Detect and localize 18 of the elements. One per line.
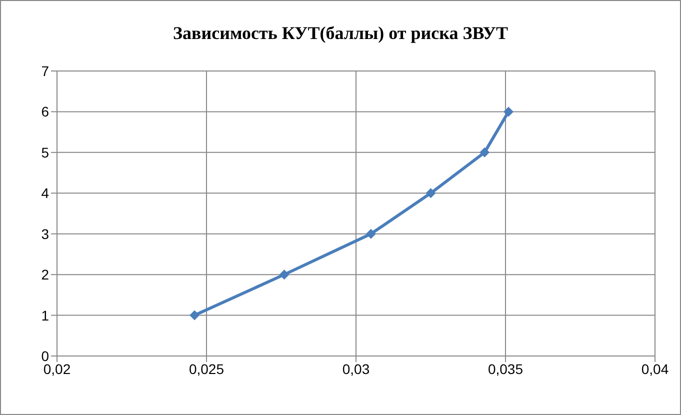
point — [503, 106, 514, 117]
point — [190, 310, 200, 320]
y-tick-label: 4 — [41, 185, 50, 202]
point — [426, 188, 436, 198]
y-tick-label: 7 — [41, 62, 50, 79]
chart-title: Зависимость КУТ(баллы) от риска ЗВУТ — [172, 23, 509, 44]
point — [366, 228, 376, 239]
y-tick-label: 5 — [41, 144, 50, 160]
x-tick-label: 0,035 — [488, 360, 524, 377]
point — [279, 270, 290, 280]
x-tick-label: 0,025 — [188, 360, 224, 377]
y-tick-label: 3 — [41, 226, 50, 242]
y-tick-label: 1 — [41, 307, 50, 324]
x-tick-label: 0,04 — [641, 360, 669, 377]
y-tick-label: 2 — [41, 266, 50, 283]
y-tick-label: 6 — [41, 104, 50, 120]
point — [480, 147, 490, 158]
x-tick-label: 0,03 — [342, 360, 370, 377]
